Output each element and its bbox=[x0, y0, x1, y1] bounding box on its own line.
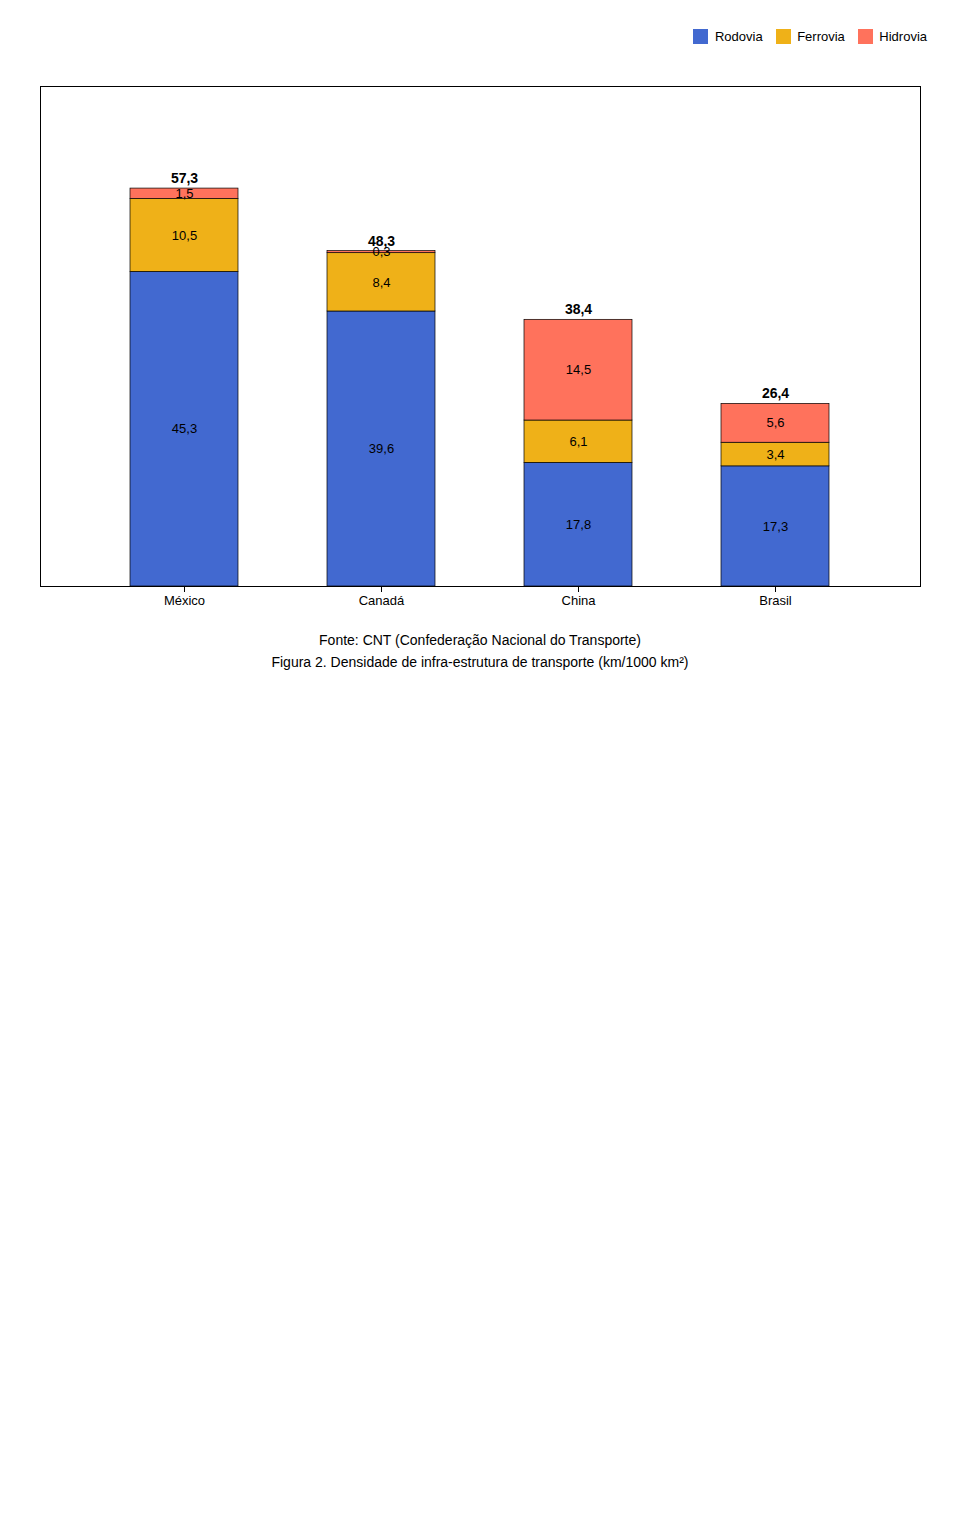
svg-text:México: México bbox=[164, 592, 205, 607]
svg-text:8,4: 8,4 bbox=[372, 274, 390, 289]
svg-text:45,3: 45,3 bbox=[172, 421, 197, 436]
svg-text:10,5: 10,5 bbox=[172, 227, 197, 242]
svg-text:57,3: 57,3 bbox=[171, 170, 198, 186]
html-text:Rodovia: Rodovia bbox=[714, 29, 763, 44]
svg-text:3,4: 3,4 bbox=[766, 446, 784, 461]
svg-text:Brasil: Brasil bbox=[759, 592, 792, 607]
svg-text:26,4: 26,4 bbox=[762, 384, 789, 400]
html-text:Ferrovia: Ferrovia bbox=[797, 29, 845, 44]
svg-text:1,5: 1,5 bbox=[175, 185, 193, 200]
svg-text:38,4: 38,4 bbox=[565, 301, 592, 317]
html-text:Hidrovia: Hidrovia bbox=[879, 29, 927, 44]
svg-text:0,3: 0,3 bbox=[372, 243, 391, 259]
svg-text:14,5: 14,5 bbox=[566, 362, 591, 377]
svg-text:Canadá: Canadá bbox=[359, 592, 405, 607]
html-text:Fonte: CNT (Confederação Nacio: Fonte: CNT (Confederação Nacional do Tra… bbox=[319, 631, 641, 648]
svg-text:17,3: 17,3 bbox=[763, 518, 788, 533]
svg-text:48,3: 48,3 bbox=[368, 232, 395, 248]
svg-text:China: China bbox=[562, 592, 597, 607]
svg-text:17,8: 17,8 bbox=[566, 516, 591, 531]
html-text:Figura 2. Densidade de infra-e: Figura 2. Densidade de infra-estrutura d… bbox=[271, 653, 689, 670]
svg-text:5,6: 5,6 bbox=[766, 415, 784, 430]
svg-text:39,6: 39,6 bbox=[369, 441, 394, 456]
svg-text:6,1: 6,1 bbox=[569, 433, 587, 448]
